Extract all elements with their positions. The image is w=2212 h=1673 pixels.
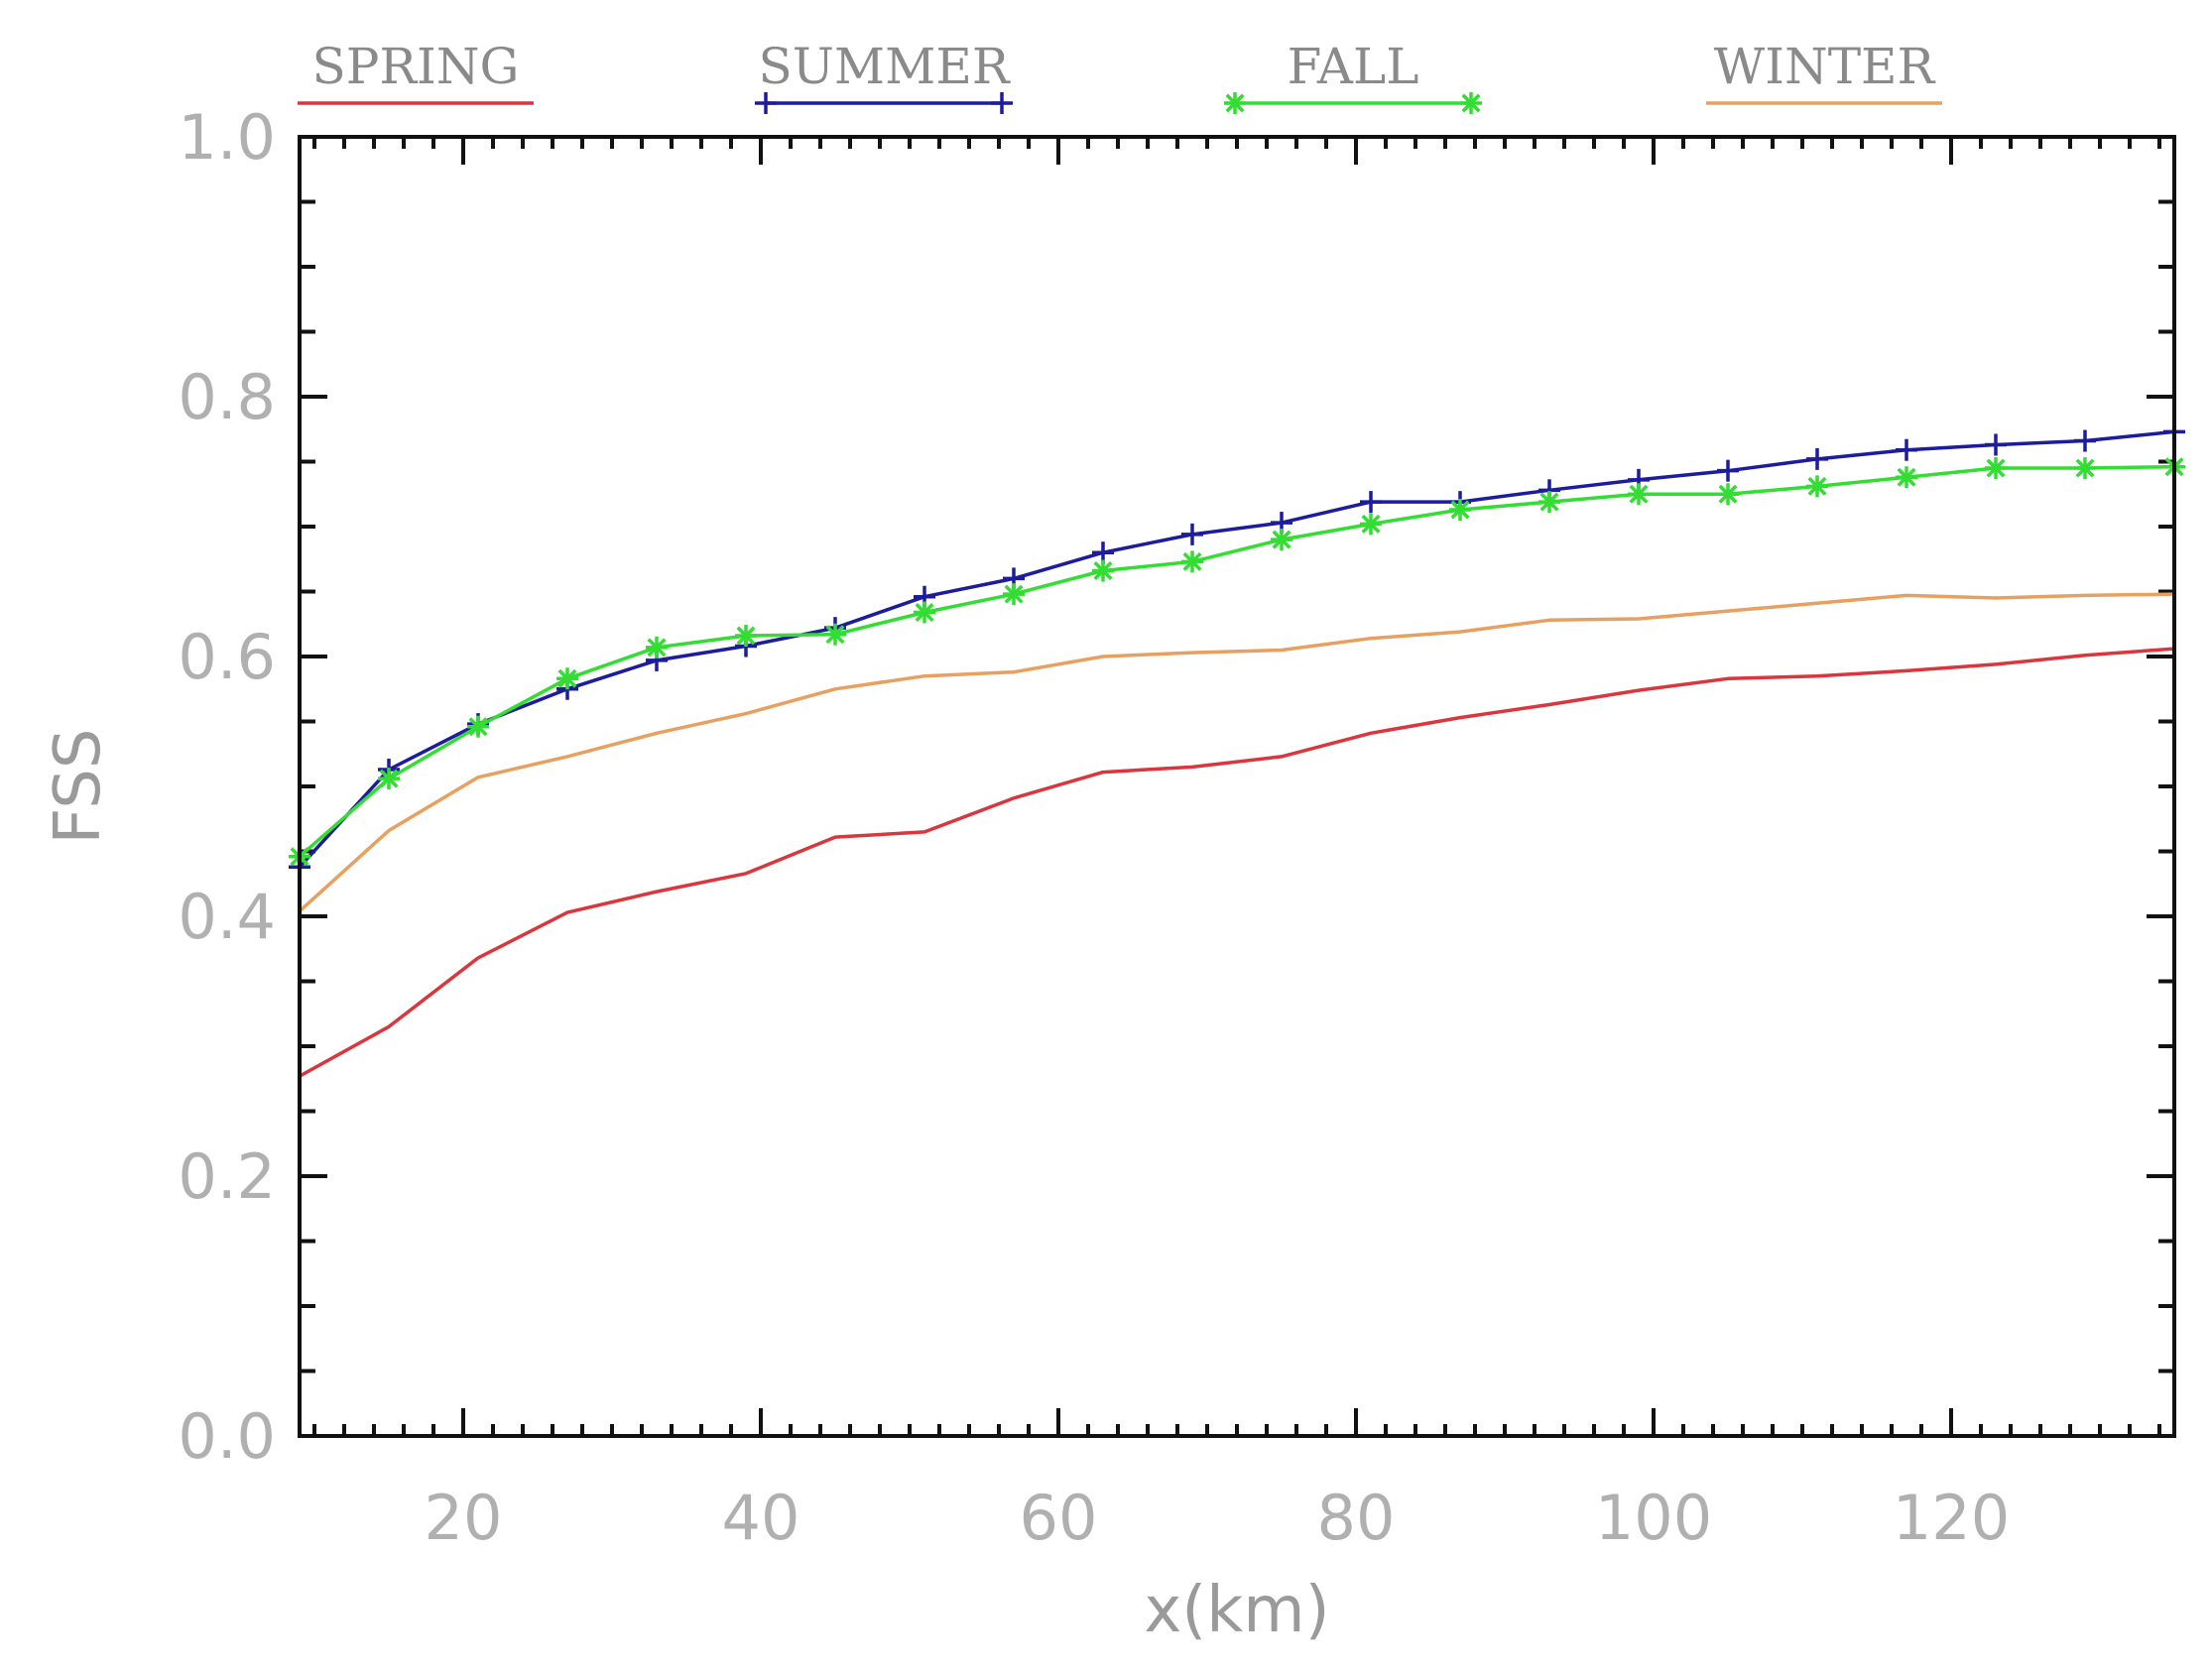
y-tick-label: 1.0: [178, 101, 276, 174]
data-point-fall: [1717, 483, 1739, 506]
y-tick-label: 0.2: [178, 1140, 276, 1213]
series-line-winter: [298, 592, 2175, 913]
x-tick-label: 40: [722, 1482, 800, 1554]
legend: SPRING SUMMER FALL WINTER: [298, 38, 1942, 114]
x-tick-label: 100: [1595, 1482, 1712, 1554]
legend-marker-fall: [1224, 92, 1246, 114]
data-point-fall: [467, 715, 489, 738]
data-point-fall: [556, 667, 578, 690]
x-axis-title: x(km): [1144, 1574, 1329, 1647]
x-tick-label: 80: [1317, 1482, 1396, 1554]
data-point-fall: [646, 636, 668, 658]
data-point-fall: [914, 601, 935, 624]
x-tick-label: 120: [1893, 1482, 2010, 1554]
data-point-fall: [1806, 475, 1828, 498]
y-tick-label: 0.8: [178, 361, 276, 433]
y-tick-label: 0.6: [178, 621, 276, 693]
series-layer: [289, 420, 2185, 1078]
data-point-summer: [1181, 523, 1203, 545]
legend-marker-summer: [991, 92, 1013, 114]
legend-item-fall: FALL: [1224, 38, 1482, 114]
plot-frame: [298, 135, 2176, 1438]
y-tick-label: 0.0: [178, 1400, 276, 1473]
legend-marker-summer: [755, 92, 777, 114]
data-point-fall: [1985, 457, 2007, 480]
legend-label-winter: WINTER: [1714, 38, 1936, 95]
data-point-fall: [735, 625, 757, 648]
data-point-summer: [1717, 459, 1739, 482]
x-tick-label: 60: [1020, 1482, 1098, 1554]
axis-ticks: [300, 135, 2174, 1438]
series-line-fall: [298, 464, 2175, 859]
data-point-fall: [1003, 583, 1025, 606]
x-tick-label: 20: [425, 1482, 503, 1554]
data-point-summer: [1985, 433, 2007, 456]
data-point-fall: [1092, 559, 1114, 582]
data-point-fall: [2074, 457, 2096, 480]
data-point-summer: [1092, 541, 1114, 564]
legend-item-winter: WINTER: [1706, 38, 1942, 105]
series-line-summer: [298, 429, 2175, 869]
data-point-summer: [1360, 491, 1382, 514]
legend-marker-fall: [1460, 92, 1482, 114]
data-point-fall: [1449, 498, 1471, 521]
data-point-fall: [1360, 513, 1382, 536]
legend-label-summer: SUMMER: [759, 38, 1011, 95]
y-axis-title: FSS: [42, 729, 115, 845]
data-point-fall: [1896, 466, 1917, 489]
data-point-summer: [1806, 447, 1828, 470]
x-tick-labels: 20 40 60 80 100 120: [425, 1482, 2011, 1554]
series-line-spring: [299, 647, 2175, 1078]
legend-item-summer: SUMMER: [755, 38, 1013, 114]
data-point-summer: [1896, 438, 1917, 461]
y-tick-label: 0.4: [178, 881, 276, 953]
data-point-fall: [824, 623, 846, 646]
legend-label-spring: SPRING: [312, 38, 520, 95]
data-point-fall: [378, 768, 400, 790]
data-point-fall: [1538, 491, 1560, 514]
data-point-fall: [1271, 529, 1292, 551]
data-point-summer: [2074, 429, 2096, 452]
legend-label-fall: FALL: [1288, 38, 1419, 95]
data-point-fall: [1181, 550, 1203, 573]
data-point-fall: [1628, 483, 1650, 506]
legend-item-spring: SPRING: [298, 38, 534, 105]
y-tick-labels: 0.0 0.2 0.4 0.6 0.8 1.0: [178, 101, 276, 1473]
